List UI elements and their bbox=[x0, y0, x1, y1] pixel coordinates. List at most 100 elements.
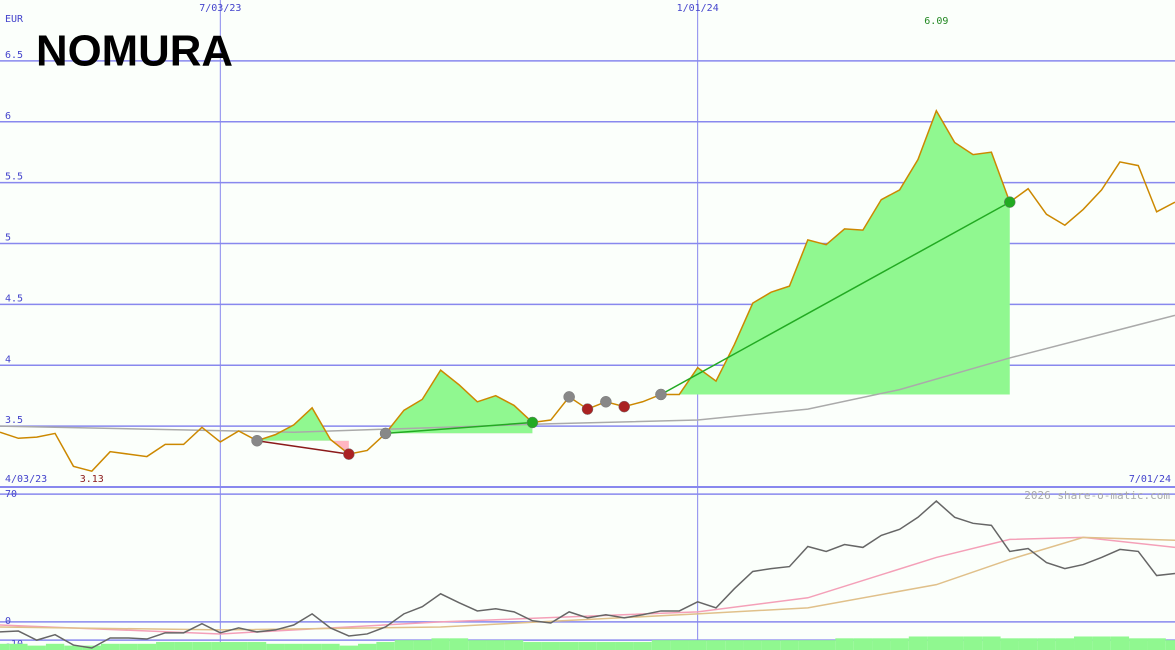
volume-bar bbox=[559, 641, 579, 650]
y-tick-label: 70 bbox=[5, 489, 17, 500]
volume-bar bbox=[963, 636, 983, 650]
y-tick-label: 5.5 bbox=[5, 172, 23, 183]
volume-bar bbox=[835, 638, 854, 650]
loss-area bbox=[385, 433, 533, 434]
volume-bar bbox=[1165, 640, 1175, 650]
signal-marker bbox=[251, 434, 263, 447]
volume-bar bbox=[523, 641, 542, 650]
volume-bar bbox=[1018, 638, 1038, 650]
min-label: 3.13 bbox=[80, 474, 104, 485]
volume-bar bbox=[358, 643, 377, 650]
volume-bar bbox=[0, 643, 10, 650]
y-tick-label: 4 bbox=[5, 354, 11, 365]
volume-bar bbox=[247, 641, 267, 650]
volume-bar bbox=[376, 641, 395, 650]
signal-marker bbox=[600, 396, 612, 408]
volume-bar bbox=[156, 641, 175, 650]
y-tick-label: 0 bbox=[5, 616, 11, 627]
volume-bar bbox=[1000, 638, 1019, 650]
signal-marker bbox=[1004, 196, 1016, 208]
volume-bar bbox=[413, 640, 432, 650]
volume-bar bbox=[908, 636, 928, 650]
volume-bar bbox=[670, 640, 689, 650]
signal-marker bbox=[526, 416, 539, 429]
volume-bar bbox=[321, 643, 340, 650]
volume-bar bbox=[229, 641, 248, 650]
watermark: 2026 share-o-matic.com bbox=[1024, 489, 1170, 502]
logo: NOMURA bbox=[36, 27, 233, 76]
gain-area bbox=[385, 370, 533, 434]
volume-bar bbox=[1055, 638, 1075, 650]
trade-line bbox=[385, 421, 533, 435]
x-tick-label: 4/03/23 bbox=[5, 474, 47, 485]
volume-bar bbox=[1129, 638, 1148, 650]
volume-bar bbox=[174, 641, 193, 650]
gain-area bbox=[660, 110, 1010, 395]
trade-line bbox=[660, 201, 1011, 396]
volume-bar bbox=[9, 643, 28, 650]
volume-bar bbox=[1092, 636, 1111, 650]
volume-bar bbox=[211, 641, 230, 650]
volume-bar bbox=[651, 640, 671, 650]
loss-area bbox=[257, 440, 349, 455]
volume-bar bbox=[1074, 636, 1093, 650]
volume-bar bbox=[1037, 638, 1056, 650]
volume-bar bbox=[890, 638, 909, 650]
y-tick-label: 6 bbox=[5, 111, 11, 122]
max-label: 6.09 bbox=[924, 16, 948, 27]
volume-bar bbox=[743, 640, 762, 650]
volume-bar bbox=[872, 638, 891, 650]
signal-marker bbox=[563, 391, 575, 403]
signal-marker bbox=[343, 448, 355, 460]
volume-bar bbox=[596, 641, 616, 650]
volume-bar bbox=[27, 645, 46, 650]
volume-bar bbox=[64, 645, 83, 650]
volume-bar bbox=[504, 640, 524, 650]
currency: EUR bbox=[5, 14, 24, 25]
volume-bar bbox=[1147, 638, 1166, 650]
volume-bar bbox=[486, 640, 505, 650]
volume-bar bbox=[431, 638, 450, 650]
volume-bar bbox=[100, 643, 120, 650]
volume-bar bbox=[192, 641, 212, 650]
volume-bar bbox=[761, 640, 781, 650]
series-line bbox=[0, 536, 1175, 635]
series-line bbox=[0, 500, 1175, 649]
volume-bar bbox=[284, 643, 303, 650]
volume-bar bbox=[541, 641, 560, 650]
y-tick-label: 6.5 bbox=[5, 50, 23, 61]
volume-bar bbox=[615, 641, 634, 650]
volume-bar bbox=[688, 640, 707, 650]
y-tick-label: 4.5 bbox=[5, 293, 23, 304]
volume-bar bbox=[119, 643, 138, 650]
x-tick-label: 7/03/23 bbox=[199, 3, 241, 14]
x-tick-label: 1/01/24 bbox=[677, 3, 719, 14]
volume-bar bbox=[798, 640, 817, 650]
volume-bar bbox=[339, 645, 359, 650]
volume-bar bbox=[780, 640, 799, 650]
volume-bar bbox=[982, 636, 1001, 650]
y-tick-label: 5 bbox=[5, 233, 11, 244]
volume-bar bbox=[468, 640, 487, 650]
volume-bar bbox=[725, 640, 744, 650]
volume-bar bbox=[45, 643, 65, 650]
signal-marker bbox=[379, 427, 392, 440]
volume-bar bbox=[578, 641, 597, 650]
volume-bar bbox=[137, 643, 157, 650]
volume-bar bbox=[449, 638, 469, 650]
volume-bar bbox=[302, 643, 322, 650]
volume-bar bbox=[394, 640, 414, 650]
trade-line bbox=[256, 439, 349, 455]
volume-bar bbox=[816, 640, 836, 650]
volume-bar bbox=[706, 640, 726, 650]
volume-bar bbox=[266, 643, 285, 650]
series-line bbox=[0, 314, 1175, 433]
series-line bbox=[0, 536, 1175, 631]
volume-bar bbox=[945, 636, 964, 650]
x-tick-label: 7/01/24 bbox=[1129, 474, 1171, 485]
signal-marker bbox=[655, 388, 667, 401]
volume-bar bbox=[853, 638, 873, 650]
y-tick-label: 3.5 bbox=[5, 415, 23, 426]
